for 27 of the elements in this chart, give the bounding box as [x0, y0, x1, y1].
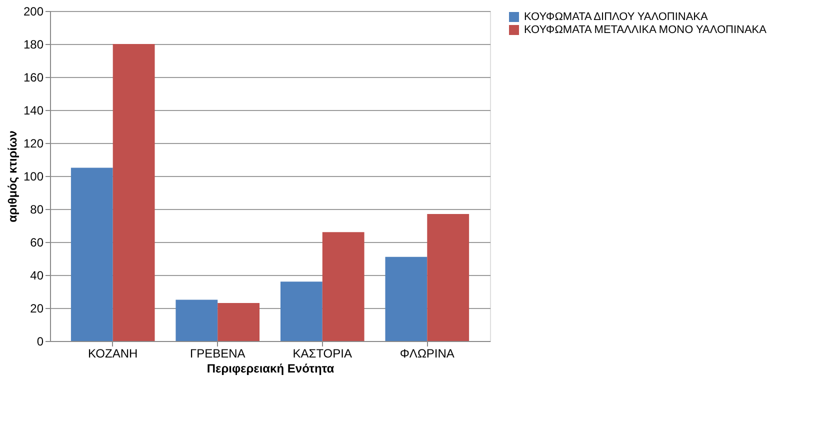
y-tick-label: 80 — [30, 202, 44, 216]
y-tick-label: 140 — [23, 104, 44, 118]
legend-label: ΚΟΥΦΩΜΑΤΑ ΔΙΠΛΟΥ ΥΑΛΟΠΙΝΑΚΑ — [524, 11, 708, 23]
y-tick-label: 0 — [36, 334, 44, 348]
legend-label: ΚΟΥΦΩΜΑΤΑ ΜΕΤΑΛΛΙΚΑ ΜΟΝΟ ΥΑΛΟΠΙΝΑΚΑ — [524, 24, 768, 36]
bar — [176, 300, 218, 341]
bar — [112, 44, 155, 341]
x-tick-label: ΦΛΩΡΙΝΑ — [400, 346, 454, 360]
y-tick-label: 100 — [23, 170, 44, 184]
y-tick-label: 160 — [23, 70, 44, 84]
bar — [70, 168, 113, 341]
y-axis-title: αριθμός κτιρίων — [5, 130, 20, 222]
bar — [218, 303, 260, 341]
bar — [322, 232, 364, 341]
y-tick-label: 40 — [30, 268, 44, 282]
y-tick-label: 60 — [30, 236, 44, 250]
x-tick-label: ΓΡΕΒΕΝΑ — [190, 346, 246, 360]
bar — [385, 256, 428, 341]
bar — [280, 282, 322, 341]
y-tick-label: 20 — [30, 302, 44, 316]
y-tick-label: 200 — [23, 4, 44, 18]
y-tick-label: 180 — [23, 38, 44, 52]
bar — [427, 214, 470, 341]
x-tick-label: ΚΑΣΤΟΡΙΑ — [292, 346, 352, 360]
y-tick-label: 120 — [23, 136, 44, 150]
x-tick-label: ΚΟΖΑΝΗ — [88, 346, 138, 360]
x-axis-title: Περιφερειακή Ενότητα — [206, 362, 335, 376]
